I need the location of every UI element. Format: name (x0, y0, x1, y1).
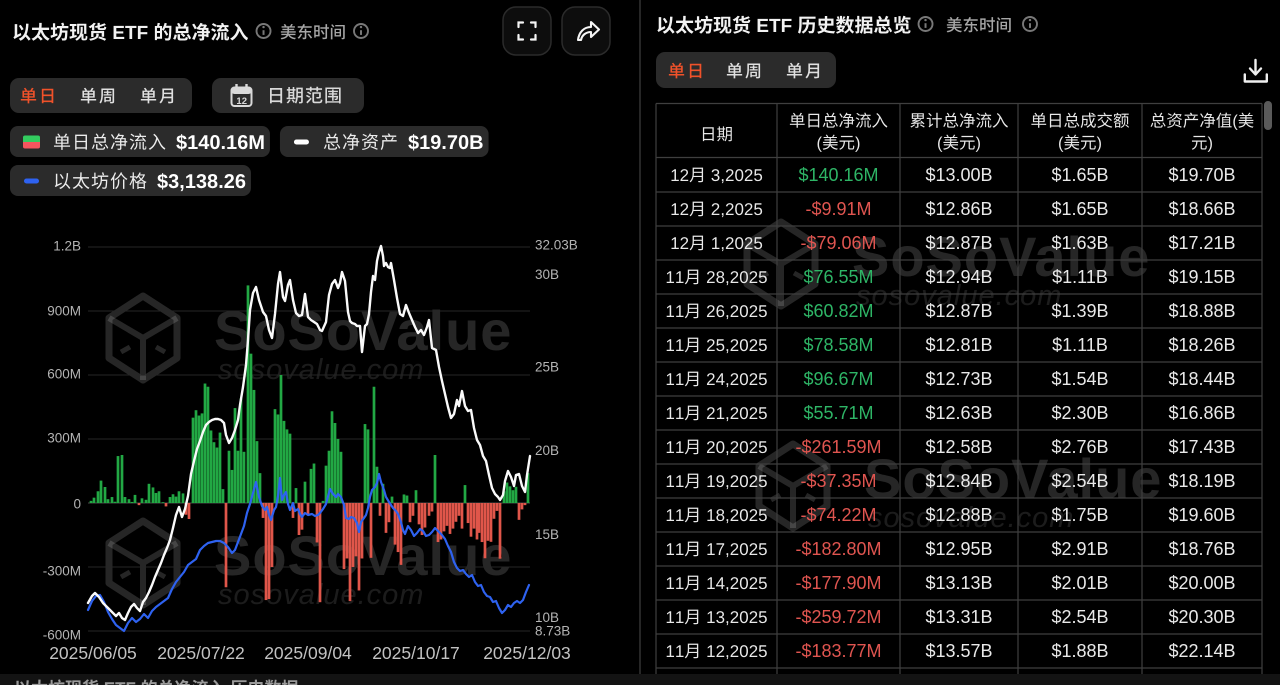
svg-text:30B: 30B (535, 267, 559, 282)
svg-text:300M: 300M (47, 431, 81, 446)
svg-text:$140.16M: $140.16M (798, 165, 878, 185)
svg-text:$19.70B: $19.70B (1168, 165, 1235, 185)
svg-text:$1.63B: $1.63B (1051, 233, 1108, 253)
svg-text:-$177.90M: -$177.90M (795, 573, 881, 593)
svg-text:$12.95B: $12.95B (925, 539, 992, 559)
svg-text:$22.14B: $22.14B (1168, 641, 1235, 661)
svg-text:$12.94B: $12.94B (925, 267, 992, 287)
svg-text:2025/07/22: 2025/07/22 (157, 643, 245, 663)
svg-text:$13.00B: $13.00B (925, 165, 992, 185)
svg-text:$18.26B: $18.26B (1168, 335, 1235, 355)
svg-text:$2.54B: $2.54B (1051, 471, 1108, 491)
svg-text:$12.88B: $12.88B (925, 505, 992, 525)
svg-text:$13.31B: $13.31B (925, 607, 992, 627)
svg-text:$1.75B: $1.75B (1051, 505, 1108, 525)
svg-text:$1.39B: $1.39B (1051, 301, 1108, 321)
svg-text:25B: 25B (535, 360, 559, 375)
svg-text:$12.63B: $12.63B (925, 403, 992, 423)
svg-text:$1.88B: $1.88B (1051, 641, 1108, 661)
svg-text:$19.60B: $19.60B (1168, 505, 1235, 525)
svg-text:$1.11B: $1.11B (1052, 335, 1108, 355)
svg-text:$1.65B: $1.65B (1051, 165, 1108, 185)
svg-text:$1.54B: $1.54B (1051, 369, 1108, 389)
svg-text:$12.87B: $12.87B (925, 233, 992, 253)
svg-text:$1.11B: $1.11B (1052, 267, 1108, 287)
svg-text:$1.65B: $1.65B (1051, 199, 1108, 219)
svg-text:$2.30B: $2.30B (1051, 403, 1108, 423)
svg-text:10B: 10B (535, 610, 559, 625)
svg-text:$2.54B: $2.54B (1051, 607, 1108, 627)
svg-text:-$183.77M: -$183.77M (795, 641, 881, 661)
svg-text:$76.55M: $76.55M (803, 267, 873, 287)
svg-text:20B: 20B (535, 443, 559, 458)
svg-text:-$79.06M: -$79.06M (800, 233, 876, 253)
svg-text:$12.73B: $12.73B (925, 369, 992, 389)
svg-text:SoSoValue: SoSoValue (864, 447, 1162, 510)
svg-text:8.73B: 8.73B (535, 624, 570, 639)
svg-text:$2.01B: $2.01B (1051, 573, 1108, 593)
svg-text:SoSoValue: SoSoValue (214, 299, 512, 362)
svg-text:$12.58B: $12.58B (925, 437, 992, 457)
svg-text:$96.67M: $96.67M (803, 369, 873, 389)
svg-text:$60.82M: $60.82M (803, 301, 873, 321)
svg-text:15B: 15B (535, 527, 559, 542)
svg-text:$19.15B: $19.15B (1168, 267, 1235, 287)
svg-text:$13.57B: $13.57B (925, 641, 992, 661)
svg-text:$78.58M: $78.58M (803, 335, 873, 355)
svg-text:-$9.91M: -$9.91M (805, 199, 871, 219)
svg-text:$2.91B: $2.91B (1051, 539, 1108, 559)
svg-text:1.2B: 1.2B (53, 239, 81, 254)
svg-text:600M: 600M (47, 367, 81, 382)
svg-text:2025/12/03: 2025/12/03 (483, 643, 571, 663)
svg-text:2025/10/17: 2025/10/17 (372, 643, 460, 663)
svg-text:$12.87B: $12.87B (925, 301, 992, 321)
svg-text:$17.21B: $17.21B (1168, 233, 1235, 253)
svg-text:-$74.22M: -$74.22M (800, 505, 876, 525)
svg-text:2025/06/05: 2025/06/05 (49, 643, 137, 663)
svg-text:$12.86B: $12.86B (925, 199, 992, 219)
svg-text:-300M: -300M (43, 564, 81, 579)
svg-text:$17.43B: $17.43B (1168, 437, 1235, 457)
svg-text:-$182.80M: -$182.80M (795, 539, 881, 559)
svg-text:$2.76B: $2.76B (1051, 437, 1108, 457)
svg-text:0: 0 (73, 497, 81, 512)
svg-text:32.03B: 32.03B (535, 238, 578, 253)
svg-text:$18.66B: $18.66B (1168, 199, 1235, 219)
svg-text:$13.13B: $13.13B (925, 573, 992, 593)
svg-text:2025/09/04: 2025/09/04 (264, 643, 352, 663)
svg-text:$18.19B: $18.19B (1168, 471, 1235, 491)
svg-text:$55.71M: $55.71M (803, 403, 873, 423)
svg-text:$12.84B: $12.84B (925, 471, 992, 491)
svg-text:$18.76B: $18.76B (1168, 539, 1235, 559)
svg-text:sosovalue.com: sosovalue.com (868, 502, 1074, 534)
svg-text:-600M: -600M (43, 628, 81, 643)
svg-text:$18.44B: $18.44B (1168, 369, 1235, 389)
svg-text:900M: 900M (47, 304, 81, 319)
svg-text:$20.00B: $20.00B (1168, 573, 1235, 593)
svg-text:$12.81B: $12.81B (925, 335, 992, 355)
svg-text:sosovalue.com: sosovalue.com (856, 280, 1062, 312)
svg-text:$20.30B: $20.30B (1168, 607, 1235, 627)
svg-text:-$261.59M: -$261.59M (795, 437, 881, 457)
svg-text:$16.86B: $16.86B (1168, 403, 1235, 423)
svg-text:-$37.35M: -$37.35M (800, 471, 876, 491)
svg-text:12: 12 (236, 96, 247, 107)
svg-text:$18.88B: $18.88B (1168, 301, 1235, 321)
svg-text:-$259.72M: -$259.72M (795, 607, 881, 627)
svg-text:SoSoValue: SoSoValue (852, 225, 1150, 288)
